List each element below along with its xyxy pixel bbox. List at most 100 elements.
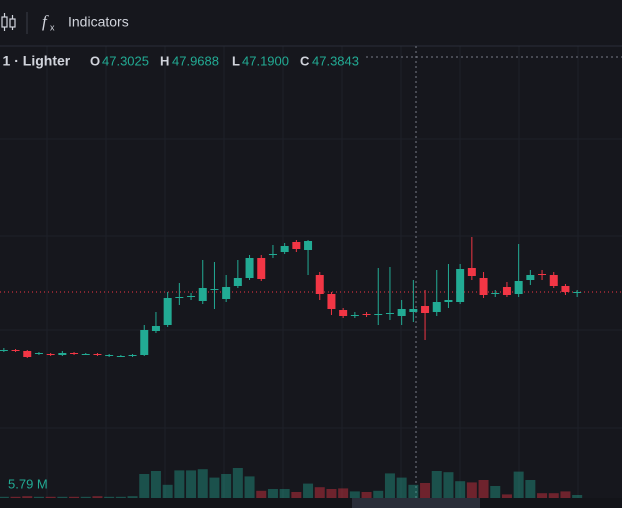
open-value: 47.3025	[102, 53, 149, 68]
volume-bar	[478, 480, 489, 498]
volume-bar	[197, 469, 208, 498]
chart-type-button[interactable]	[1, 13, 16, 31]
candle-body	[479, 278, 488, 295]
volume-bar	[232, 468, 243, 498]
low-value: 47.1900	[242, 53, 289, 68]
candle-body	[70, 353, 79, 354]
candle-body	[467, 268, 476, 276]
volume-bar	[349, 491, 360, 498]
candle-body	[304, 241, 313, 250]
candle-body	[105, 355, 114, 356]
candle-body	[210, 289, 219, 290]
candle-body	[350, 315, 359, 316]
volume-bar	[115, 496, 126, 498]
volume-bar	[560, 491, 571, 498]
volume-bar	[537, 493, 548, 498]
candle-body	[385, 313, 394, 314]
candle-body	[187, 296, 196, 297]
candle-body	[292, 242, 301, 249]
volume-bar	[326, 489, 337, 498]
volume-bar	[455, 481, 466, 498]
volume-bar	[80, 496, 91, 498]
volume-bar	[373, 490, 384, 498]
candle-body	[573, 292, 582, 293]
candle-body	[81, 354, 90, 355]
volume-bar	[279, 489, 290, 498]
candle-body	[23, 351, 32, 357]
candle-body	[514, 281, 523, 294]
crosshair-time-label	[352, 498, 480, 508]
volume-bar	[525, 480, 536, 498]
candle-body	[163, 298, 172, 325]
volume-bar	[396, 477, 407, 498]
candle-body	[456, 269, 465, 302]
candle-body	[362, 314, 371, 315]
volume-bar	[513, 471, 524, 498]
volume-bar	[361, 492, 372, 498]
grid	[0, 46, 622, 498]
candle-body	[538, 274, 547, 275]
volume-bar	[431, 471, 442, 498]
candle-body	[198, 288, 207, 301]
volume-bar	[303, 483, 314, 498]
candle-body	[151, 326, 160, 331]
candle-body	[0, 350, 8, 351]
indicators-button[interactable]: f x Indicators	[42, 12, 129, 32]
volume-bar	[45, 496, 56, 498]
candle-body	[549, 275, 558, 286]
volume-bar	[443, 472, 454, 498]
volume-bar	[244, 476, 255, 498]
ohlc-legend: O 47.3025 H 47.9688 L 47.1900 C 47.3843	[90, 53, 359, 68]
close-value: 47.3843	[312, 53, 359, 68]
candle-body	[93, 354, 102, 355]
volume-bar	[338, 488, 349, 498]
candle-body	[222, 287, 231, 299]
candles	[0, 237, 582, 358]
volume-bar	[548, 493, 559, 498]
candle-body	[58, 353, 67, 355]
candle-body	[140, 330, 149, 355]
volume-bar	[127, 496, 138, 498]
candle-body	[491, 293, 500, 294]
close-label: C	[300, 53, 310, 68]
volume-bar	[33, 496, 44, 498]
indicators-label: Indicators	[68, 14, 129, 30]
candle-body	[245, 258, 254, 278]
volume-bar	[174, 470, 185, 498]
candle-body	[315, 275, 324, 294]
volume-bar	[501, 494, 512, 498]
volume-bar	[139, 474, 150, 498]
candle-body	[116, 356, 125, 357]
volume-bar	[57, 496, 68, 498]
volume-bar	[267, 489, 278, 498]
volume-bar	[490, 486, 501, 498]
candle-body	[280, 246, 289, 252]
candle-body	[374, 314, 383, 315]
candle-body	[444, 300, 453, 302]
candle-body	[502, 287, 511, 295]
volume-bar	[408, 484, 419, 498]
high-value: 47.9688	[172, 53, 219, 68]
candle-body	[409, 309, 418, 312]
volume-pane	[0, 468, 583, 498]
volume-bar	[209, 477, 220, 498]
candle-body	[11, 350, 20, 351]
candle-body	[561, 286, 570, 292]
fx-icon-x: x	[50, 22, 55, 32]
volume-bar	[162, 484, 173, 498]
candle-body	[128, 355, 137, 356]
volume-bar	[314, 487, 325, 498]
candle-body	[34, 353, 43, 354]
open-label: O	[90, 53, 100, 68]
volume-bar	[150, 471, 161, 498]
time-axis	[0, 498, 622, 508]
candle-body	[233, 278, 242, 286]
candle-body	[397, 309, 406, 316]
high-label: H	[160, 53, 169, 68]
volume-bar	[221, 474, 232, 498]
volume-label: 5.79 M	[8, 476, 48, 491]
volume-bar	[420, 483, 431, 498]
